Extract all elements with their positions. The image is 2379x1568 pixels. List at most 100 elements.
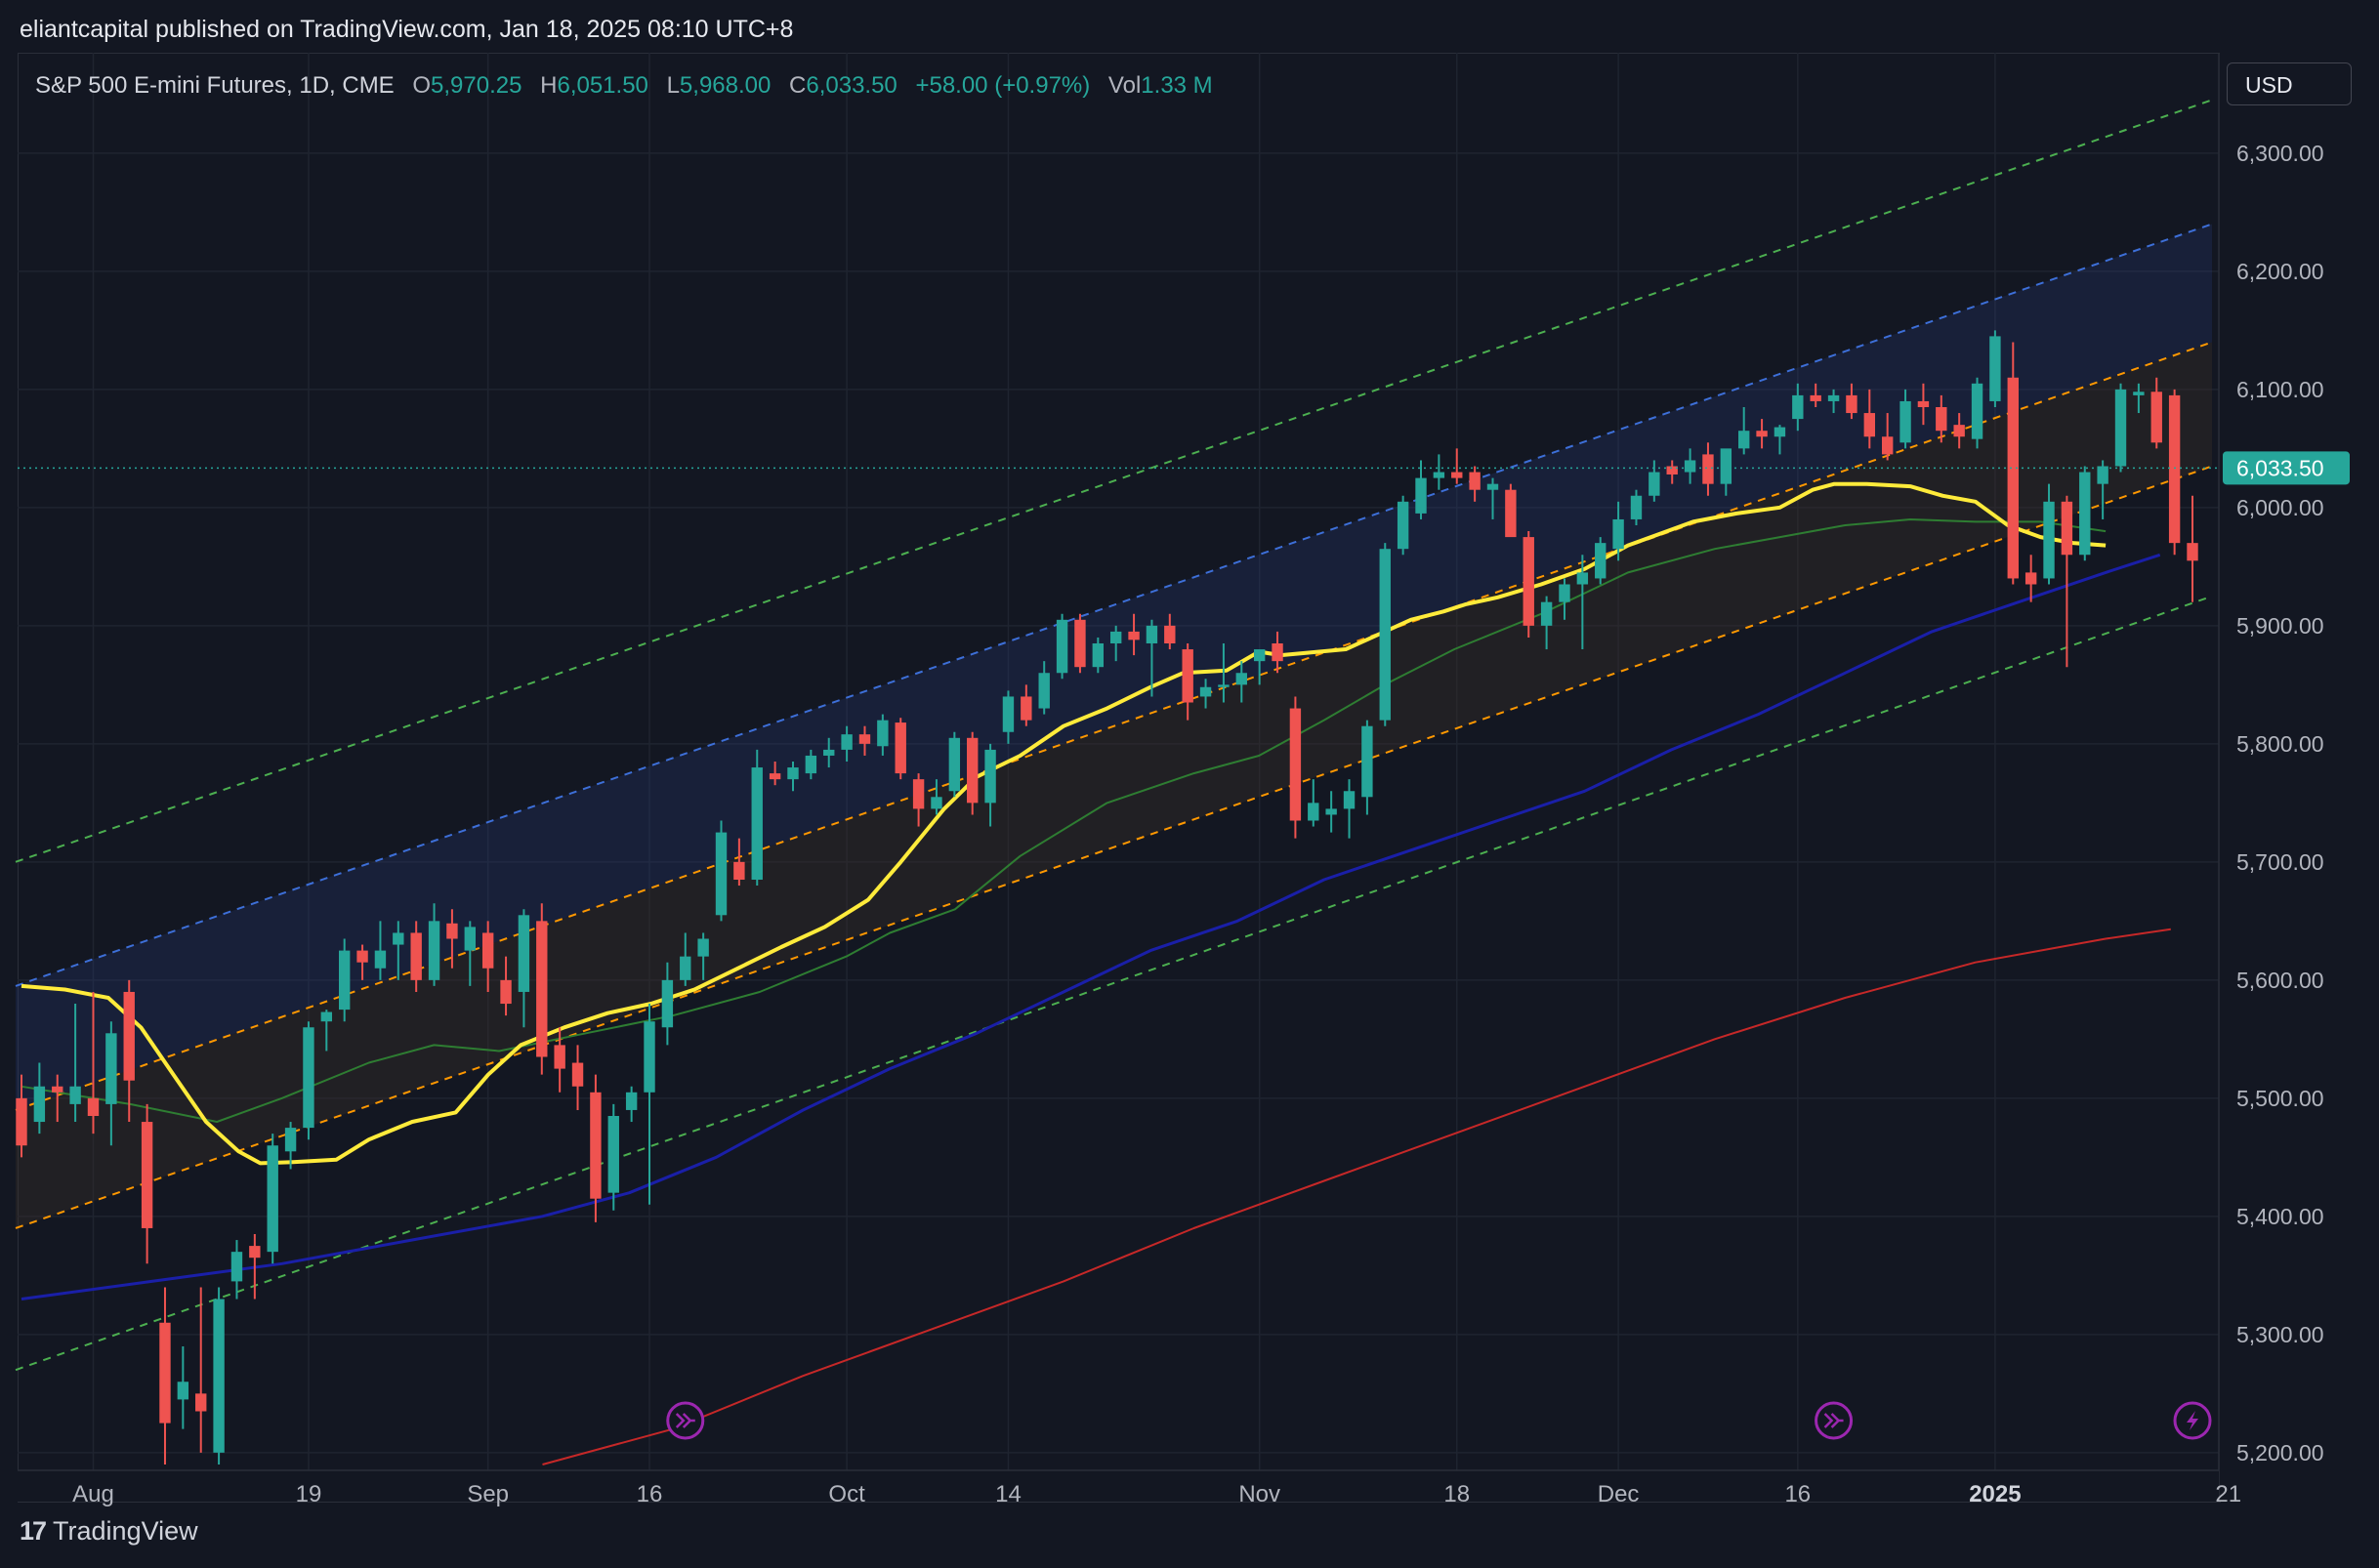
candle-body [1092,643,1105,668]
candle-body [338,950,351,1011]
candle-body [1756,431,1768,437]
x-tick-label: 16 [637,1481,663,1507]
candle-body [1486,483,1499,490]
candle-body [1451,472,1463,478]
x-tick-label: 2025 [1969,1481,2021,1507]
candle-body [1863,413,1876,437]
candle-body [2024,572,2037,585]
candle-body [2133,392,2145,395]
candle [338,938,351,1022]
candle [590,1074,602,1222]
candle-body [1576,572,1589,585]
candle-body [2150,392,2162,443]
candle-body [912,779,925,809]
candle [1002,690,1015,744]
candle-body [1612,518,1624,550]
candle-body [1308,803,1319,821]
candle [464,921,476,986]
candle [841,725,853,762]
candle-body [1523,537,1534,626]
symbol-title[interactable]: S&P 500 E-mini Futures, 1D, CME [35,72,395,99]
candle [1272,631,1283,674]
candle-body [1343,791,1356,809]
candle [733,838,745,887]
candle-body [410,932,422,980]
candle [805,749,817,780]
tradingview-brand[interactable]: 17 TradingView [20,1516,198,1547]
candle [1936,394,1947,443]
candles [16,330,2198,1465]
candle-body [464,927,476,951]
candle [195,1287,207,1453]
candle [895,718,906,780]
candle-body [1846,394,1857,414]
candle [1164,613,1176,650]
candle [1308,779,1319,827]
candle [2007,342,2019,585]
arrow-icon [1823,1413,1844,1428]
candle-body [2168,394,2181,544]
candle-body [1235,673,1247,685]
candle [2133,383,2145,414]
candle [481,921,494,992]
candle-body [1505,489,1517,538]
candle [1433,454,1445,490]
dividend-event-icon[interactable] [666,1401,705,1440]
candle [428,903,440,986]
candle [967,731,979,815]
candle-body [320,1011,333,1022]
candle [877,714,889,756]
candle [607,1103,619,1211]
candle-body [1272,643,1283,662]
candle-body [213,1299,225,1453]
candle [680,932,691,986]
candle-body [1595,543,1607,579]
candle-body [87,1097,100,1116]
change-value: +58.00 (+0.97%) [915,72,1091,99]
candle [1846,383,1857,420]
candle [1899,389,1911,449]
candle [267,1134,278,1264]
candle [1756,419,1768,449]
candle-body [1827,394,1840,401]
candle-body [1559,584,1570,602]
candle [2079,466,2091,561]
candle [410,921,422,992]
candle [16,1074,27,1158]
candle [1505,483,1517,538]
candle-body [1002,696,1015,732]
candle-body [1971,383,1983,439]
candle-body [787,767,799,780]
candle-body [2114,389,2127,467]
y-tick-label: 5,500.00 [2236,1086,2324,1111]
candle-body [2097,466,2108,484]
candle-body [2043,501,2055,579]
currency-button[interactable]: USD [2227,62,2352,105]
candle [2024,555,2037,602]
candle-body [1109,631,1122,643]
y-tick-label: 6,300.00 [2236,141,2324,166]
x-tick-label: 16 [1784,1481,1811,1507]
candle [177,1345,189,1429]
candle [984,743,996,827]
channel-outer-top-line [15,99,2213,863]
candle-body [895,722,906,774]
channel-upper-fill [16,224,2212,1110]
candle-body [16,1097,27,1146]
candle-body [123,991,135,1081]
arrow-icon [675,1413,695,1428]
low-value: 5,968.00 [679,72,772,99]
lightning-event-icon[interactable] [2173,1401,2212,1440]
candle [1199,679,1212,709]
candle-body [1289,708,1302,821]
candle [1953,413,1965,449]
y-tick-label: 6,000.00 [2236,495,2324,520]
candle-body [661,979,674,1028]
candle [625,1086,638,1123]
candle-body [590,1092,602,1199]
y-tick-label: 5,300.00 [2236,1322,2324,1347]
candle [1343,779,1356,839]
candle [2097,460,2108,519]
dividend-event-icon[interactable] [1815,1401,1854,1440]
